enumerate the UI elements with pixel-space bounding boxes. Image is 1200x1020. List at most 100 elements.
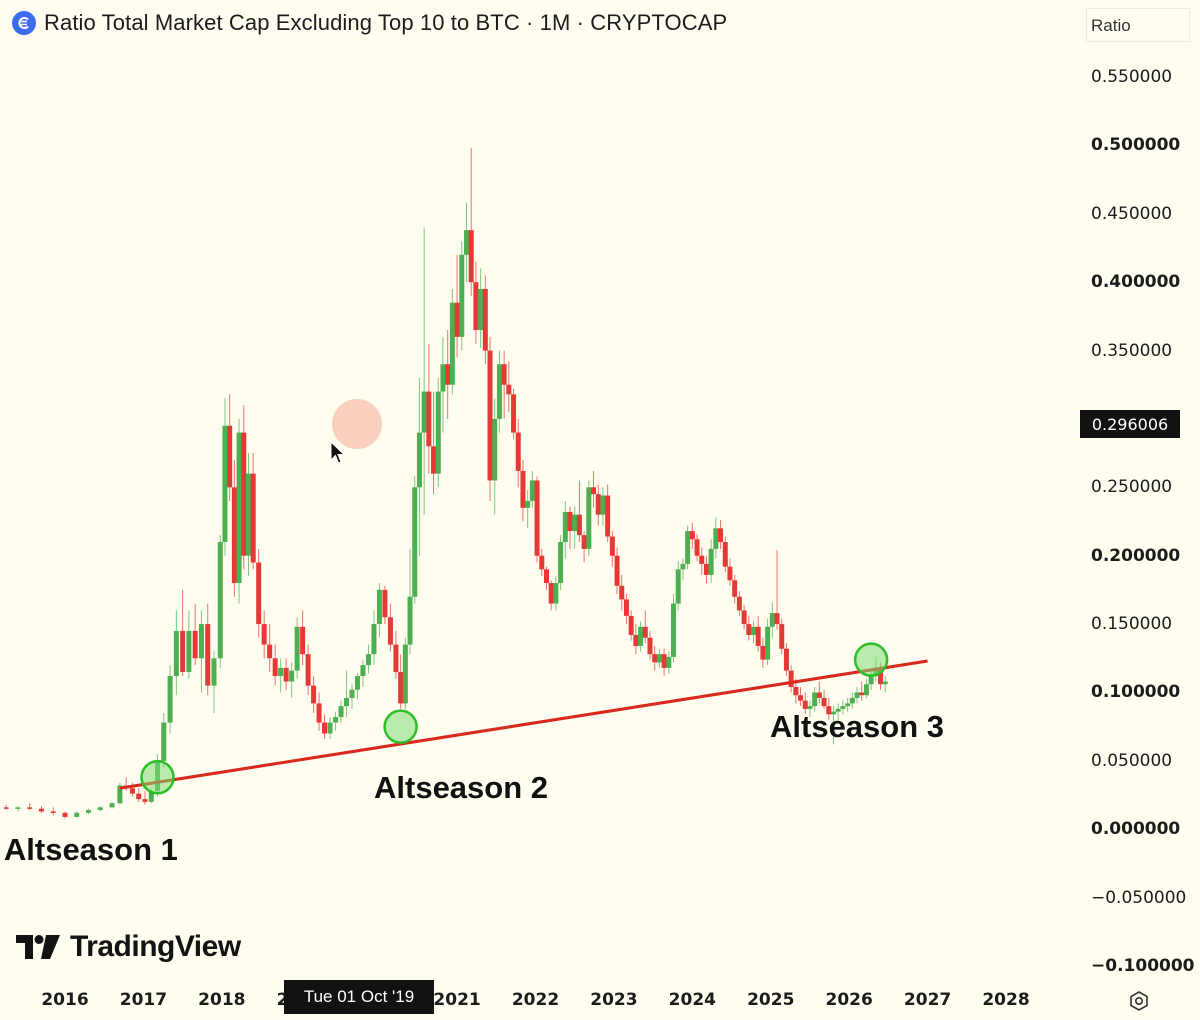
candle[interactable] xyxy=(294,617,300,679)
candle[interactable] xyxy=(718,520,724,549)
trendline[interactable] xyxy=(119,659,928,790)
candle[interactable] xyxy=(360,659,366,687)
candle[interactable] xyxy=(845,697,851,712)
candle[interactable] xyxy=(454,254,460,358)
candle[interactable] xyxy=(595,484,601,526)
candle[interactable] xyxy=(694,533,700,562)
candle[interactable] xyxy=(807,700,813,718)
candle[interactable] xyxy=(543,566,549,590)
candle[interactable] xyxy=(74,811,80,819)
candle[interactable] xyxy=(300,610,306,666)
candle[interactable] xyxy=(142,790,148,805)
candle[interactable] xyxy=(227,394,233,501)
candle[interactable] xyxy=(316,692,322,731)
candle[interactable] xyxy=(250,453,256,570)
candle[interactable] xyxy=(97,805,103,812)
candle[interactable] xyxy=(38,805,44,813)
candle[interactable] xyxy=(468,148,474,296)
candle[interactable] xyxy=(407,548,413,655)
candle[interactable] xyxy=(426,343,432,474)
settings-hexagon-icon[interactable] xyxy=(1128,990,1150,1017)
candle[interactable] xyxy=(798,686,804,707)
candle[interactable] xyxy=(689,522,695,549)
candle[interactable] xyxy=(633,624,639,655)
candle[interactable] xyxy=(685,525,691,570)
candle[interactable] xyxy=(192,603,198,666)
candle[interactable] xyxy=(783,643,789,677)
candle[interactable] xyxy=(816,681,822,704)
candle[interactable] xyxy=(211,651,217,713)
candle[interactable] xyxy=(180,589,186,677)
candle[interactable] xyxy=(173,610,179,696)
candle[interactable] xyxy=(365,644,371,674)
candle[interactable] xyxy=(487,336,493,501)
candle[interactable] xyxy=(416,377,422,556)
candle[interactable] xyxy=(333,711,339,731)
candle[interactable] xyxy=(283,658,289,690)
candle[interactable] xyxy=(567,506,573,549)
candle[interactable] xyxy=(311,676,317,713)
candle[interactable] xyxy=(222,398,228,556)
candle[interactable] xyxy=(539,548,545,577)
candle[interactable] xyxy=(746,615,752,641)
candle[interactable] xyxy=(496,350,502,433)
candle[interactable] xyxy=(27,803,33,811)
candle[interactable] xyxy=(473,261,479,344)
candle[interactable] xyxy=(278,658,284,693)
candle[interactable] xyxy=(826,697,832,720)
candle[interactable] xyxy=(86,808,92,815)
candle[interactable] xyxy=(322,714,328,739)
candle[interactable] xyxy=(354,673,360,700)
candle[interactable] xyxy=(727,558,733,586)
candle[interactable] xyxy=(529,470,535,508)
candle[interactable] xyxy=(186,610,192,679)
candle[interactable] xyxy=(863,678,869,698)
candle[interactable] xyxy=(482,275,488,365)
candle[interactable] xyxy=(558,535,564,590)
candle[interactable] xyxy=(656,648,662,668)
candle[interactable] xyxy=(572,506,578,549)
candle[interactable] xyxy=(349,684,355,709)
candle[interactable] xyxy=(680,558,686,581)
candle[interactable] xyxy=(511,388,517,440)
candle[interactable] xyxy=(109,801,115,809)
candle[interactable] xyxy=(449,288,455,395)
candle[interactable] xyxy=(586,480,592,556)
candle[interactable] xyxy=(755,615,761,652)
candle[interactable] xyxy=(774,550,780,630)
candle[interactable] xyxy=(231,459,237,597)
candle[interactable] xyxy=(548,580,554,611)
candle[interactable] xyxy=(553,576,559,611)
candle[interactable] xyxy=(15,805,21,812)
candle[interactable] xyxy=(708,539,714,584)
candle[interactable] xyxy=(117,782,123,805)
candle[interactable] xyxy=(840,700,846,715)
tradingview-brand[interactable]: TradingView xyxy=(16,930,241,964)
candle[interactable] xyxy=(802,692,808,715)
candle[interactable] xyxy=(699,547,705,575)
annotation-altseason-1[interactable]: Altseason 1 xyxy=(3,831,178,867)
candle[interactable] xyxy=(722,536,728,573)
candle[interactable] xyxy=(652,645,658,671)
candle[interactable] xyxy=(459,241,465,351)
altseason-3-marker[interactable] xyxy=(853,642,889,677)
candle[interactable] xyxy=(736,591,742,616)
candle[interactable] xyxy=(344,670,350,718)
candle[interactable] xyxy=(492,398,498,515)
candle[interactable] xyxy=(821,689,827,709)
candle[interactable] xyxy=(562,500,568,559)
candle[interactable] xyxy=(440,336,446,433)
candle[interactable] xyxy=(501,350,507,419)
candle[interactable] xyxy=(614,547,620,594)
candle[interactable] xyxy=(741,604,747,630)
candle[interactable] xyxy=(412,476,418,604)
candle[interactable] xyxy=(666,651,672,674)
candle[interactable] xyxy=(3,804,9,811)
candle[interactable] xyxy=(236,418,242,604)
candle[interactable] xyxy=(305,644,311,696)
candle[interactable] xyxy=(387,603,393,652)
candle[interactable] xyxy=(421,227,427,515)
candle[interactable] xyxy=(661,648,667,677)
annotation-altseason-2[interactable]: Altseason 2 xyxy=(374,770,549,806)
